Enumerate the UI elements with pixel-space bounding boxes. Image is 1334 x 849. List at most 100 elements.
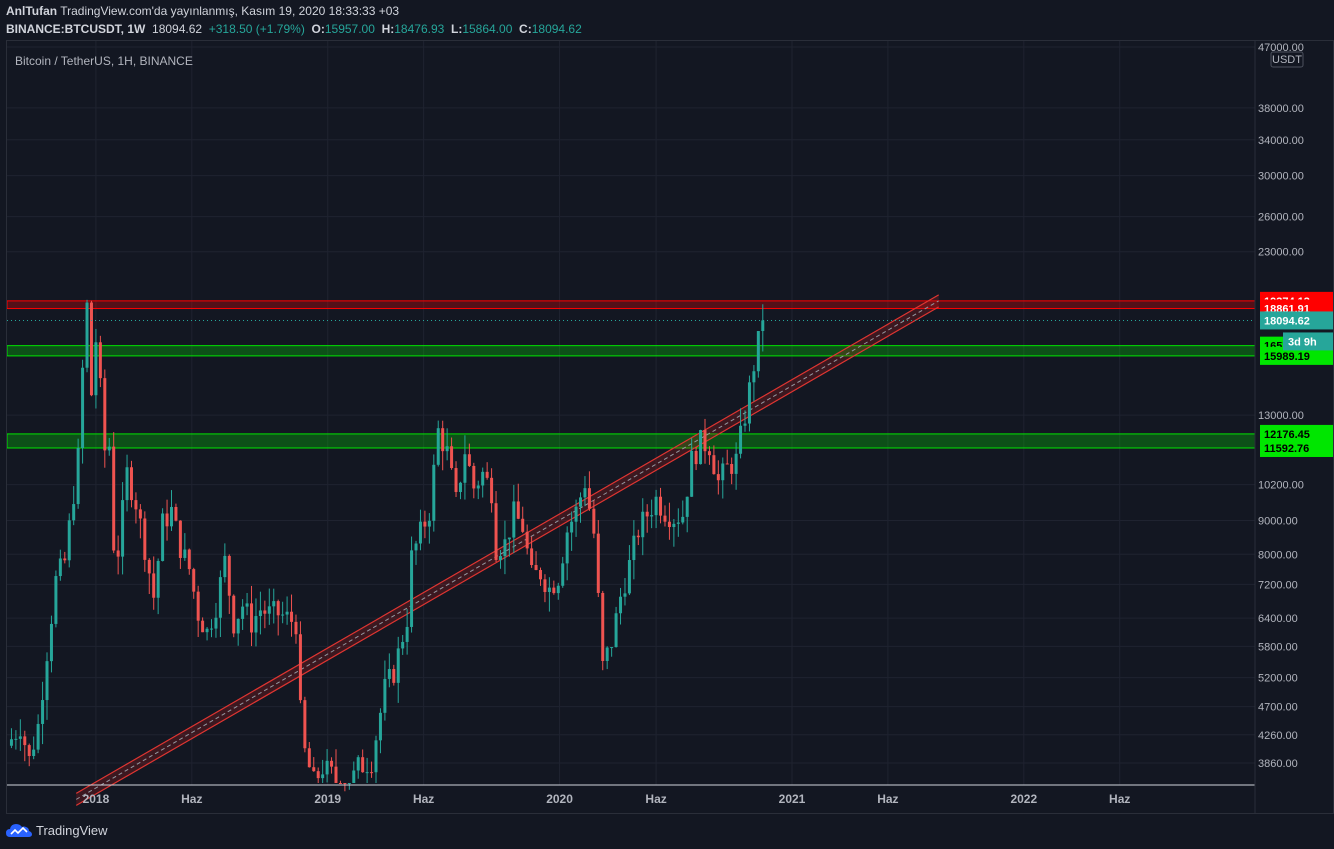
- candle-body: [325, 760, 329, 775]
- candle-body: [178, 520, 182, 558]
- candle-body: [530, 548, 534, 566]
- candle-body: [627, 560, 631, 594]
- candle-body: [414, 543, 418, 551]
- close-label: C:: [519, 22, 532, 36]
- brand-name: TradingView: [36, 822, 108, 838]
- candle-body: [623, 593, 627, 597]
- candle-body: [103, 378, 107, 451]
- candle-body: [303, 700, 307, 749]
- candle-body: [245, 603, 249, 607]
- author-name[interactable]: AnlTufan: [6, 4, 58, 18]
- zone-support-lower: [7, 433, 1256, 449]
- y-tick-label: 38000.00: [1258, 103, 1304, 115]
- candle-body: [494, 503, 498, 560]
- candle-body: [694, 450, 698, 465]
- candle-body: [36, 723, 40, 750]
- y-tick-label: 47000.00: [1258, 42, 1304, 54]
- x-tick-label: Haz: [645, 792, 666, 806]
- tradingview-logo[interactable]: TradingView: [6, 822, 108, 838]
- price-tag: [1260, 311, 1333, 330]
- x-tick-label: Haz: [181, 792, 202, 806]
- candle-body: [143, 518, 147, 560]
- candle-body: [721, 463, 725, 481]
- candle-body: [716, 474, 720, 481]
- price-tag-label: 18094.62: [1264, 315, 1310, 327]
- low-label: L:: [450, 22, 463, 36]
- candle-body: [512, 501, 516, 538]
- y-tick-label: 30000.00: [1258, 171, 1304, 183]
- candle-body: [725, 463, 729, 465]
- price-tag-label: 12176.45: [1264, 429, 1310, 441]
- candle-body: [165, 513, 169, 527]
- candle-body: [659, 496, 663, 516]
- candle-body: [290, 611, 294, 622]
- candle-body: [94, 342, 98, 396]
- x-tick-label: 2019: [314, 792, 341, 806]
- candle-body: [187, 549, 191, 570]
- candle-body: [312, 767, 316, 772]
- candle-body: [338, 783, 342, 784]
- candle-body: [147, 559, 151, 574]
- candle-body: [161, 513, 165, 561]
- chart-canvas[interactable]: 3860.00 4260.00 4700.00 5200.00 5800.00 6400.…: [7, 41, 1333, 813]
- candle-body: [707, 451, 711, 456]
- candle-body: [201, 620, 205, 633]
- unit-box: [1270, 51, 1304, 68]
- price-tag-label: 15989.19: [1264, 351, 1310, 363]
- candle-body: [49, 623, 53, 662]
- price-tag: [1260, 438, 1333, 457]
- candle-body: [236, 618, 240, 634]
- y-tick-label: 3860.00: [1258, 758, 1298, 770]
- candle-body: [596, 533, 600, 593]
- candle-body: [121, 500, 125, 557]
- candle-body: [667, 521, 671, 528]
- candle-body: [467, 454, 471, 466]
- candle-body: [525, 531, 529, 549]
- publish-text: TradingView.com'da yayınlanmış, Kasım 19…: [60, 4, 400, 18]
- candle-body: [116, 550, 120, 557]
- candle-body: [330, 760, 334, 767]
- candle-body: [610, 647, 614, 649]
- candle-body: [490, 477, 494, 504]
- candle-body: [254, 616, 258, 633]
- x-tick-label: Haz: [877, 792, 898, 806]
- close-value: 18094.62: [531, 22, 582, 36]
- candle-body: [574, 506, 578, 522]
- candle-body: [361, 757, 365, 773]
- candle-body: [552, 587, 556, 594]
- chart-header: AnlTufan TradingView.com'da yayınlanmış,…: [0, 0, 1334, 40]
- candle-body: [343, 783, 347, 784]
- candle-body: [418, 521, 422, 544]
- y-tick-label: 10200.00: [1258, 480, 1304, 492]
- candle-body: [241, 606, 245, 619]
- candle-body: [370, 772, 374, 774]
- candle-body: [98, 342, 102, 379]
- y-tick-label: 4700.00: [1258, 702, 1298, 714]
- candle-body: [27, 745, 31, 757]
- channel-edge: [75, 306, 940, 806]
- price-tag-label: 11592.76: [1264, 443, 1309, 455]
- candle-body: [441, 428, 445, 452]
- candle-body: [516, 501, 520, 519]
- price-tag: [1260, 346, 1333, 365]
- candle-body: [547, 587, 551, 593]
- chart-pane[interactable]: 3860.00 4260.00 4700.00 5200.00 5800.00 6400.…: [6, 40, 1334, 814]
- y-tick-label: 9000.00: [1258, 516, 1298, 528]
- candle-body: [543, 579, 547, 593]
- candle-body: [503, 539, 507, 557]
- y-tick-label: 13000.00: [1258, 410, 1304, 422]
- candle-body: [63, 558, 67, 561]
- candle-body: [650, 515, 654, 517]
- candle-body: [579, 497, 583, 507]
- candle-body: [378, 712, 382, 741]
- candle-body: [636, 535, 640, 538]
- symbol-label[interactable]: BINANCE:BTCUSDT, 1W: [6, 22, 146, 36]
- candle-body: [605, 647, 609, 661]
- candle-body: [89, 302, 93, 396]
- candle-body: [396, 648, 400, 683]
- candle-body: [614, 613, 618, 648]
- candle-body: [450, 446, 454, 469]
- open-label: O:: [311, 22, 325, 36]
- candle-body: [174, 506, 178, 521]
- candle-body: [45, 661, 49, 701]
